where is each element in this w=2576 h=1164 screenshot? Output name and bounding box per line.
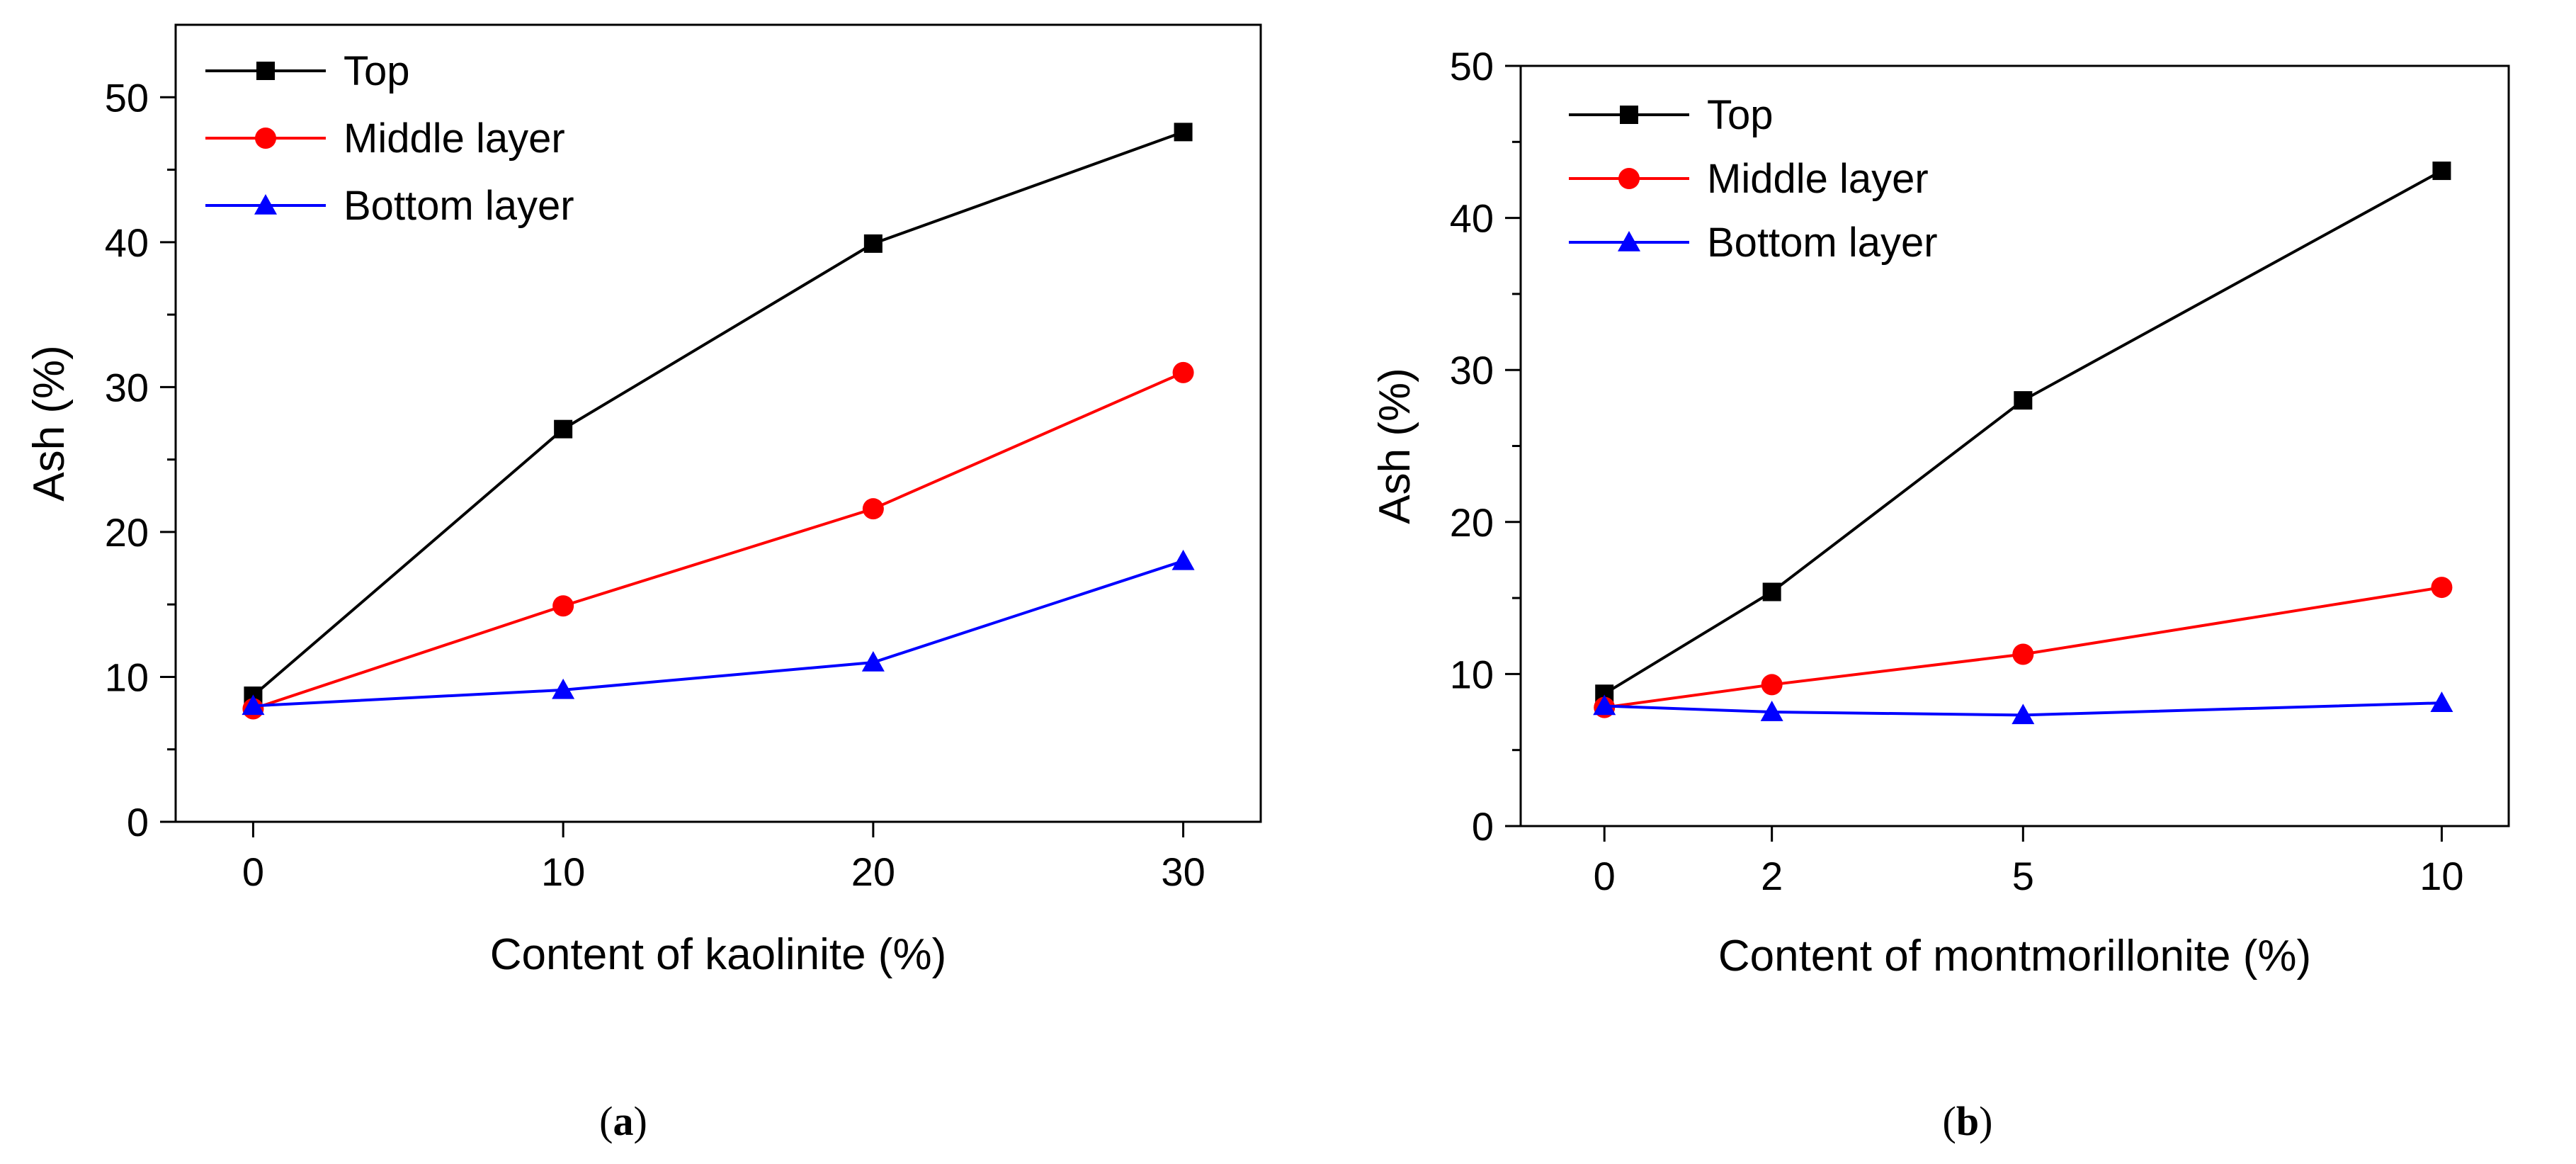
legend: Top Middle layer Bottom layer bbox=[1569, 92, 1938, 266]
x-axis-title: Content of kaolinite (%) bbox=[490, 930, 946, 979]
data-point bbox=[552, 678, 575, 699]
series-middle-layer bbox=[1594, 577, 2453, 718]
data-point bbox=[861, 651, 885, 672]
x-tick-label: 2 bbox=[1761, 854, 1783, 898]
legend-marker bbox=[254, 194, 277, 215]
data-point bbox=[1174, 123, 1193, 142]
data-point bbox=[2431, 577, 2453, 599]
caption: (a) bbox=[599, 1098, 647, 1144]
data-point bbox=[2432, 162, 2451, 181]
data-point bbox=[1171, 549, 1195, 570]
data-point bbox=[2012, 704, 2035, 725]
data-point bbox=[1593, 694, 1616, 716]
y-tick-label: 30 bbox=[1450, 348, 1494, 392]
legend-marker bbox=[1620, 106, 1638, 124]
legend-marker bbox=[255, 128, 276, 149]
data-point bbox=[552, 595, 574, 617]
data-point bbox=[1761, 674, 1783, 696]
x-axis-title: Content of montmorillonite (%) bbox=[1718, 932, 2311, 981]
data-point bbox=[2012, 643, 2034, 665]
series-line bbox=[1604, 586, 2442, 709]
legend-label: Middle layer bbox=[344, 115, 565, 162]
series-line bbox=[252, 371, 1184, 711]
chart-a: 0 10 20 30 40 50 0 10 20 30 Content of kaolinite (… bbox=[25, 23, 1262, 1144]
y-tick-label: 10 bbox=[105, 655, 149, 699]
series-bottom-layer bbox=[1593, 691, 2453, 725]
series-line bbox=[1604, 701, 2442, 717]
data-point bbox=[863, 234, 883, 253]
y-tick-label: 0 bbox=[1472, 804, 1494, 849]
series-line bbox=[253, 559, 1184, 708]
caption: (b) bbox=[1943, 1098, 1993, 1144]
x-tick-label: 30 bbox=[1161, 849, 1205, 894]
x-tick-label: 0 bbox=[242, 849, 264, 894]
data-point bbox=[2430, 691, 2453, 712]
legend-marker bbox=[256, 62, 275, 80]
legend-label: Bottom layer bbox=[1707, 220, 1938, 266]
y-tick-label: 50 bbox=[105, 75, 149, 120]
x-tick-label: 5 bbox=[2012, 854, 2034, 898]
legend-label: Middle layer bbox=[1707, 156, 1929, 202]
x-tick-label: 20 bbox=[851, 849, 895, 894]
y-tick-label: 50 bbox=[1450, 44, 1494, 89]
legend: Top Middle layer Bottom layer bbox=[205, 48, 574, 229]
series-line bbox=[1604, 169, 2443, 696]
chart-b: 0 10 20 30 40 50 0 2 5 10 Content of montmorilloni… bbox=[1371, 44, 2510, 1144]
data-point bbox=[1762, 582, 1781, 601]
y-tick-label: 30 bbox=[105, 365, 149, 409]
legend-label: Bottom layer bbox=[344, 183, 574, 229]
y-tick-label: 10 bbox=[1450, 652, 1494, 696]
series-top bbox=[244, 123, 1193, 706]
y-tick-label: 20 bbox=[105, 510, 149, 555]
plot-frame bbox=[174, 23, 1262, 823]
y-axis-title: Ash (%) bbox=[25, 345, 74, 501]
data-point bbox=[554, 419, 573, 439]
y-axis-title: Ash (%) bbox=[1371, 368, 1419, 524]
legend-marker bbox=[1618, 231, 1640, 252]
data-point bbox=[862, 498, 884, 520]
data-point bbox=[242, 694, 265, 716]
y-tick-label: 0 bbox=[127, 800, 149, 844]
y-tick-label: 40 bbox=[105, 220, 149, 265]
data-point bbox=[1760, 701, 1783, 721]
legend-label: Top bbox=[344, 48, 410, 94]
x-tick-label: 10 bbox=[541, 849, 585, 894]
y-tick-label: 20 bbox=[1450, 500, 1494, 545]
series-line bbox=[252, 130, 1184, 697]
legend-marker bbox=[1618, 168, 1640, 189]
x-tick-label: 10 bbox=[2419, 854, 2463, 898]
data-point bbox=[1172, 361, 1194, 383]
series-bottom-layer bbox=[242, 549, 1195, 716]
x-tick-label: 0 bbox=[1594, 854, 1616, 898]
y-tick-label: 40 bbox=[1450, 196, 1494, 241]
legend-label: Top bbox=[1707, 92, 1774, 138]
data-point bbox=[2014, 391, 2033, 410]
series-middle-layer bbox=[242, 361, 1194, 720]
